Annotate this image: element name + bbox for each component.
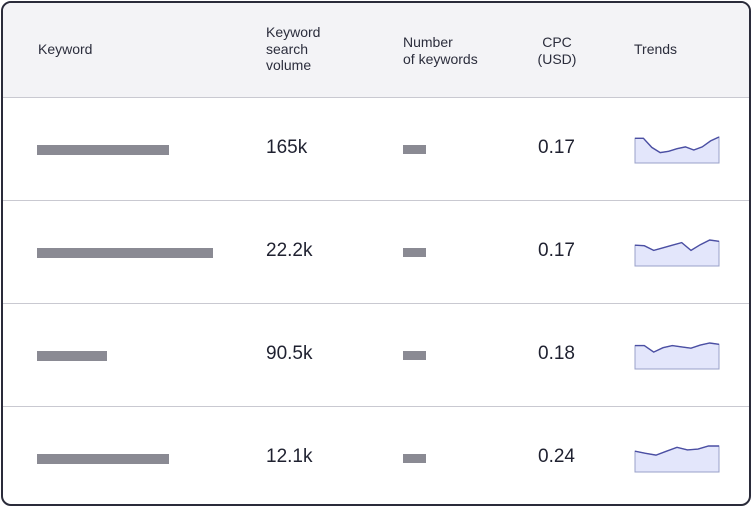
header-line: volume bbox=[266, 57, 312, 73]
header-line: Number bbox=[403, 34, 453, 50]
keyword-placeholder[interactable] bbox=[37, 145, 169, 155]
table-row[interactable]: 165k 0.17 bbox=[3, 97, 749, 201]
header-cpc[interactable]: CPC (USD) bbox=[535, 34, 579, 67]
header-keyword[interactable]: Keyword bbox=[38, 41, 93, 57]
trend-line bbox=[635, 136, 720, 154]
trend-sparkline bbox=[634, 239, 720, 267]
table-header: Keyword Keyword search volume Number of … bbox=[3, 3, 749, 98]
cpc-value: 0.24 bbox=[538, 446, 575, 467]
search-volume-value: 22.2k bbox=[266, 240, 313, 261]
number-of-keywords-placeholder bbox=[403, 145, 426, 154]
trend-sparkline bbox=[634, 136, 720, 164]
trend-line bbox=[635, 342, 720, 353]
header-trends[interactable]: Trends bbox=[634, 41, 678, 57]
cpc-value: 0.17 bbox=[538, 240, 575, 261]
trend-area bbox=[634, 445, 720, 473]
trend-sparkline bbox=[634, 445, 720, 473]
header-line: search bbox=[266, 40, 309, 57]
table-row[interactable]: 90.5k 0.18 bbox=[3, 303, 749, 407]
number-of-keywords-placeholder bbox=[403, 454, 426, 463]
keyword-placeholder[interactable] bbox=[37, 454, 169, 464]
cpc-value: 0.18 bbox=[538, 343, 575, 364]
table-row[interactable]: 22.2k 0.17 bbox=[3, 200, 749, 304]
search-volume-value: 90.5k bbox=[266, 343, 313, 364]
trend-area bbox=[634, 136, 720, 164]
keyword-placeholder[interactable] bbox=[37, 248, 213, 258]
table-row[interactable]: 12.1k 0.24 bbox=[3, 406, 749, 504]
header-line: Keyword bbox=[266, 24, 321, 40]
header-number-of-keywords[interactable]: Number of keywords bbox=[403, 34, 478, 67]
header-search-volume[interactable]: Keyword search volume bbox=[266, 24, 320, 74]
search-volume-value: 165k bbox=[266, 137, 308, 158]
number-of-keywords-placeholder bbox=[403, 248, 426, 257]
number-of-keywords-placeholder bbox=[403, 351, 426, 360]
keyword-placeholder[interactable] bbox=[37, 351, 107, 361]
trend-line bbox=[634, 239, 720, 252]
cpc-value: 0.17 bbox=[538, 137, 575, 158]
header-line: of keywords bbox=[403, 50, 478, 67]
search-volume-value: 12.1k bbox=[266, 446, 313, 467]
trend-sparkline bbox=[634, 342, 720, 370]
header-line: CPC bbox=[542, 34, 572, 50]
trend-line bbox=[634, 445, 719, 456]
header-line: (USD) bbox=[537, 50, 577, 67]
